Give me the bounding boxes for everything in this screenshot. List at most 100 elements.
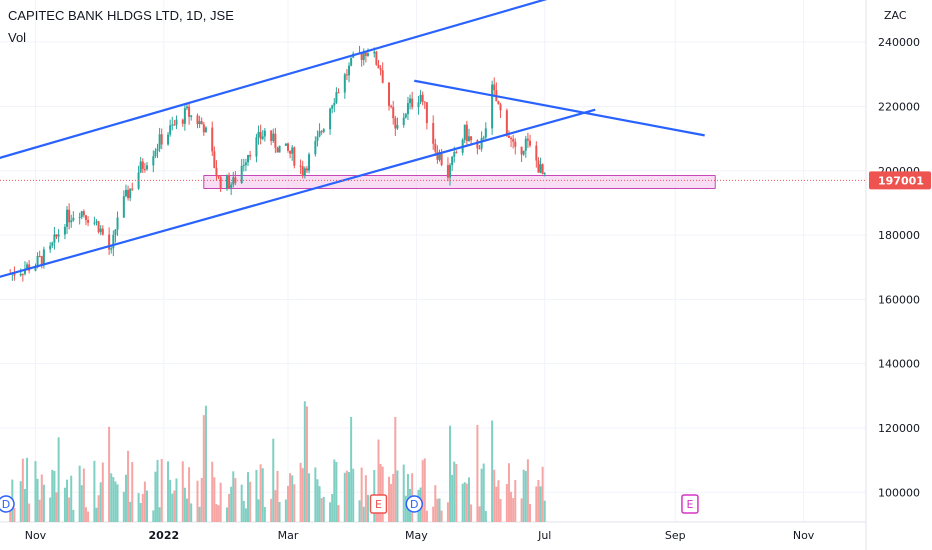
volume-bar xyxy=(38,499,41,522)
candle-body xyxy=(263,130,266,137)
candle-body xyxy=(467,136,470,142)
time-tick-label: Mar xyxy=(278,529,299,542)
candle-body xyxy=(242,165,245,167)
candle-body xyxy=(449,165,452,178)
candle-body xyxy=(373,51,376,54)
time-tick-label: Nov xyxy=(793,529,815,542)
earnings-future-marker[interactable]: E xyxy=(681,494,699,514)
volume-indicator-label[interactable]: Vol xyxy=(8,30,27,45)
volume-bar xyxy=(101,462,104,522)
volume-bar xyxy=(366,494,369,522)
volume-bar xyxy=(232,471,235,522)
candle-body xyxy=(158,134,161,149)
dividend-marker[interactable]: D xyxy=(405,495,424,513)
candle-body xyxy=(411,98,414,108)
volume-bar xyxy=(263,506,266,522)
candle-body xyxy=(381,70,384,83)
candle-body xyxy=(257,131,260,138)
candle-body xyxy=(84,215,87,221)
volume-bar xyxy=(70,475,73,522)
candle-body xyxy=(276,147,279,153)
candle-body xyxy=(70,220,73,223)
volume-bar xyxy=(388,476,391,522)
volume-bar xyxy=(95,507,98,522)
volume-bar xyxy=(204,405,207,522)
volume-bar xyxy=(261,468,264,522)
candle-body xyxy=(211,127,214,152)
volume-bar xyxy=(108,426,111,522)
price-tick-label: 100000 xyxy=(878,486,920,499)
earnings-marker[interactable]: E xyxy=(369,494,388,514)
candle-body xyxy=(127,189,130,199)
price-tick-label: 180000 xyxy=(878,229,920,242)
volume-bar xyxy=(219,482,222,522)
volume-bar xyxy=(535,486,538,522)
candle-body xyxy=(390,105,393,108)
candle-body xyxy=(299,165,302,167)
volume-bar xyxy=(19,481,22,522)
candle-body xyxy=(493,84,496,91)
volume-bar xyxy=(482,463,485,522)
volume-bar xyxy=(230,486,233,522)
candle-body xyxy=(524,138,527,151)
candle-body xyxy=(333,102,336,106)
volume-bar xyxy=(308,473,311,522)
candle-body xyxy=(42,249,45,266)
volume-bar xyxy=(82,468,85,522)
earnings-icon xyxy=(681,494,699,514)
volume-bar xyxy=(139,503,142,522)
candle-body xyxy=(497,101,500,105)
volume-bar xyxy=(127,450,130,522)
volume-bar xyxy=(217,505,220,522)
earnings-letter: E xyxy=(686,498,693,511)
volume-bar xyxy=(438,498,441,522)
candle-body xyxy=(66,209,69,227)
support-zone[interactable] xyxy=(203,175,716,189)
volume-bar xyxy=(449,425,452,522)
time-tick-label: 2022 xyxy=(149,529,180,542)
candle-body xyxy=(183,108,186,124)
trendlines[interactable] xyxy=(0,0,705,278)
candle-body xyxy=(434,143,437,152)
volume-bar xyxy=(358,500,361,522)
candle-body xyxy=(143,168,146,170)
candle-body xyxy=(160,134,163,145)
candle-body xyxy=(404,114,407,118)
candle-body xyxy=(499,104,502,111)
candle-body xyxy=(228,175,231,189)
candle-body xyxy=(122,196,125,218)
volume-bar xyxy=(72,509,75,522)
time-axis[interactable]: Nov 2022 Mar May Jul Sep Nov xyxy=(25,529,815,542)
candle-body xyxy=(49,245,52,250)
price-axis[interactable]: ZAC2400002200002000001800001600001400001… xyxy=(869,9,931,499)
volume-bar xyxy=(314,467,317,522)
dividend-marker[interactable]: D xyxy=(0,495,15,513)
candle-body xyxy=(196,115,199,124)
chart-title[interactable]: CAPITEC BANK HLDGS LTD, 1D, JSE xyxy=(8,8,234,23)
candle-body xyxy=(318,131,321,137)
volume-bar xyxy=(360,467,363,522)
time-tick-label: May xyxy=(405,529,428,542)
volume-bar xyxy=(278,501,281,522)
candle-body xyxy=(244,162,247,166)
candle-body xyxy=(234,177,237,184)
volume-bar xyxy=(97,495,100,522)
volume-bar xyxy=(13,507,16,522)
candle-body xyxy=(232,177,235,185)
candle-body xyxy=(335,92,338,103)
candle-body xyxy=(362,52,365,60)
candle-body xyxy=(348,65,351,76)
volume-bar xyxy=(465,483,468,522)
candle-body xyxy=(270,130,273,141)
volume-bar xyxy=(124,474,127,522)
volume-bar xyxy=(228,493,231,522)
volume-bar xyxy=(537,479,540,522)
candle-body xyxy=(406,103,409,115)
volume-bar xyxy=(432,506,435,522)
volume-bar xyxy=(137,493,140,522)
candle-body xyxy=(101,228,104,235)
candle-body xyxy=(217,175,220,178)
candle-body xyxy=(124,189,127,197)
